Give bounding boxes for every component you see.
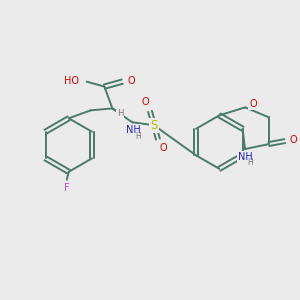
Text: O: O — [249, 99, 257, 110]
Text: O: O — [290, 135, 298, 145]
Text: S: S — [150, 119, 158, 132]
Text: O: O — [128, 76, 135, 85]
Text: HO: HO — [64, 76, 79, 85]
Text: O: O — [159, 143, 167, 153]
Text: H: H — [117, 109, 124, 118]
Text: H: H — [247, 158, 253, 167]
Text: O: O — [141, 98, 149, 107]
Text: H: H — [135, 132, 141, 141]
Text: NH: NH — [126, 125, 140, 135]
Text: NH: NH — [238, 152, 253, 162]
Text: F: F — [64, 183, 70, 193]
